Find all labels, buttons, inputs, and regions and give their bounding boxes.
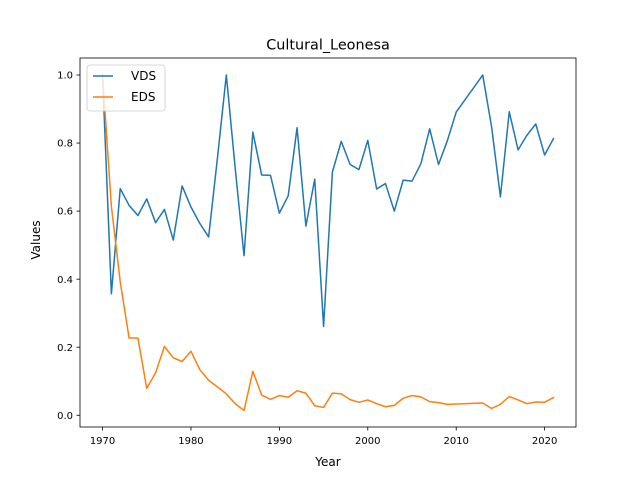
y-tick-label: 0.6 bbox=[57, 207, 73, 218]
x-axis-ticks: 1970 1980 1990 2000 2010 2020 bbox=[90, 427, 557, 447]
y-tick-label: 0.2 bbox=[57, 343, 73, 354]
chart-title: Cultural_Leonesa bbox=[266, 38, 390, 54]
y-axis-label: Values bbox=[29, 220, 43, 259]
series-line-eds bbox=[101, 74, 555, 412]
axes-frame bbox=[79, 57, 577, 428]
x-tick-label: 1980 bbox=[178, 436, 203, 447]
series-line-vds bbox=[101, 74, 555, 328]
x-tick-label: 2010 bbox=[443, 436, 468, 447]
y-tick-label: 0.0 bbox=[57, 411, 73, 422]
x-tick-label: 1970 bbox=[90, 436, 115, 447]
legend-label-eds: EDS bbox=[131, 90, 155, 104]
x-tick-label: 2000 bbox=[355, 436, 380, 447]
x-axis-label: Year bbox=[314, 455, 340, 469]
y-tick-label: 0.8 bbox=[57, 139, 73, 150]
x-tick-label: 2020 bbox=[532, 436, 557, 447]
x-tick-label: 1990 bbox=[267, 436, 292, 447]
y-tick-label: 1.0 bbox=[57, 71, 73, 82]
y-tick-label: 0.4 bbox=[57, 275, 73, 286]
legend-label-vds: VDS bbox=[131, 69, 156, 83]
plot-area bbox=[79, 57, 577, 428]
legend: VDS EDS bbox=[86, 64, 166, 112]
y-axis-ticks: 0.0 0.2 0.4 0.6 0.8 1.0 bbox=[57, 71, 80, 422]
